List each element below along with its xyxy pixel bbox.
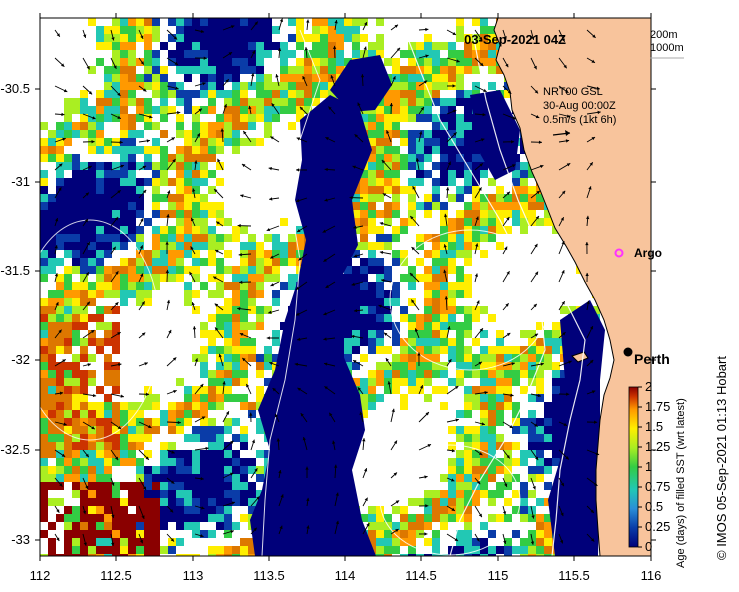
y-tick-label: -31 [11, 174, 30, 189]
credit-text: © IMOS 05-Sep-2021 01:13 Hobart [714, 356, 729, 560]
x-tick-label: 115 [488, 568, 509, 583]
x-tick-label: 114.5 [405, 568, 437, 583]
contour-legend-200m: 200m [650, 29, 678, 41]
current-time: 30-Aug 00:00Z [543, 100, 616, 112]
map-timestamp: 03-Sep-2021 04Z [464, 32, 566, 47]
contour-deep [261, 29, 321, 556]
colorbar-tick-label: 1.5 [645, 419, 663, 434]
x-tick-label: 114 [335, 568, 356, 583]
land-mass [493, 18, 651, 556]
x-tick-label: 113.5 [253, 568, 285, 583]
colorbar-tick-label: 0 [645, 539, 652, 554]
y-tick-label: -30.5 [0, 81, 30, 96]
x-tick-label: 115.5 [558, 568, 590, 583]
colorbar-tick-label: 1.75 [645, 399, 670, 414]
fresh-data-region-north [330, 55, 392, 112]
x-tick-label: 113 [183, 568, 204, 583]
fresh-data-region-coastal [548, 300, 605, 556]
y-tick-label: -31.5 [0, 263, 30, 278]
colorbar-tick-label: 0.25 [645, 519, 670, 534]
current-vectors [54, 18, 601, 547]
x-axis: 112 112.5 113 113.5 114 114.5 115 115.5 116 [30, 13, 662, 583]
colorbar-tick-label: 1.25 [645, 439, 670, 454]
current-scale-arrow-icon [552, 130, 571, 136]
x-tick-label: 116 [641, 568, 662, 583]
x-tick-label: 112 [30, 568, 51, 583]
fresh-data-region-ne [470, 90, 520, 180]
x-tick-label: 112.5 [100, 568, 132, 583]
perth-marker-icon [623, 347, 633, 357]
colorbar-tick-label: 0.5 [645, 499, 663, 514]
y-tick-label: -33 [11, 532, 30, 547]
contour-1000m [399, 18, 546, 556]
colorbar [628, 386, 639, 548]
contour-200m [469, 18, 586, 556]
contour-legend-1000m: 1000m [650, 42, 684, 54]
argo-marker-icon [614, 248, 624, 258]
eddy-contour-south [379, 444, 521, 556]
y-axis: -30.5 -31 -31.5 -32 -32.5 -33 [0, 81, 656, 547]
y-tick-label: -32 [11, 352, 30, 367]
colorbar-tick-label: 0.75 [645, 479, 670, 494]
fresh-data-region [250, 95, 376, 556]
current-scale: 0.5m/s (1kt 6h) [543, 114, 616, 126]
rottnest-island-icon [571, 351, 589, 363]
y-tick-label: -32.5 [0, 442, 30, 457]
colorbar-label: Age (days) of filled SST (wrt latest) [675, 398, 687, 568]
colorbar-ticks: 2 1.75 1.5 1.25 1 0.75 0.5 0.25 0 [638, 379, 670, 554]
argo-label: Argo [634, 246, 662, 260]
perth-label: Perth [634, 351, 670, 367]
current-source: NRT00 GSL [543, 86, 603, 98]
colorbar-tick-label: 2 [645, 379, 652, 394]
eddy-contour [389, 229, 551, 371]
colorbar-tick-label: 1 [645, 459, 652, 474]
eddy-contour-west [40, 219, 161, 441]
